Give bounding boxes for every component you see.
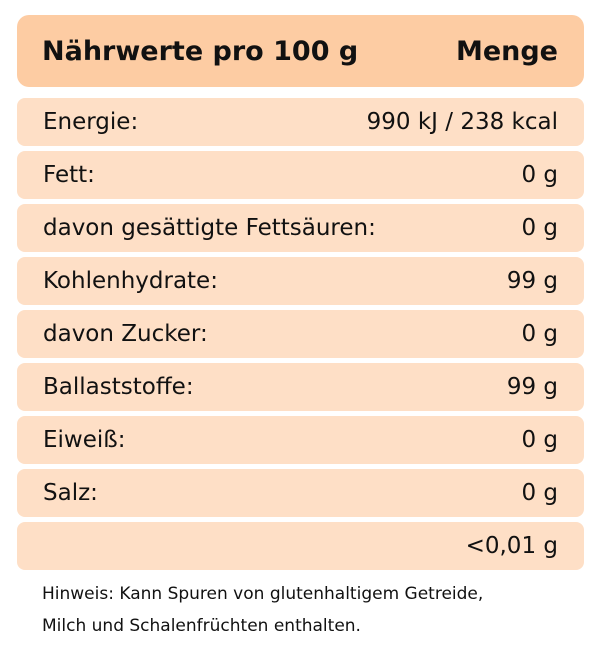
row-value: 0 g — [521, 480, 558, 506]
table-row: Fett: 0 g — [17, 151, 584, 199]
table-row: Ballaststoffe: 99 g — [17, 363, 584, 411]
table-row: davon gesättigte Fettsäuren: 0 g — [17, 204, 584, 252]
row-value: 0 g — [521, 427, 558, 453]
row-label: Ballaststoffe: — [43, 374, 194, 400]
row-value: 0 g — [521, 321, 558, 347]
row-label: Fett: — [43, 162, 95, 188]
table-row: Salz: 0 g — [17, 469, 584, 517]
nutrition-table: Nährwerte pro 100 g Menge Energie: 990 kJ… — [17, 15, 584, 575]
table-header: Nährwerte pro 100 g Menge — [17, 15, 584, 87]
row-label: Energie: — [43, 109, 139, 135]
table-row: Eiweiß: 0 g — [17, 416, 584, 464]
row-value: 99 g — [506, 268, 558, 294]
row-label: Salz: — [43, 480, 98, 506]
header-amount: Menge — [455, 35, 558, 67]
row-label: davon gesättigte Fettsäuren: — [43, 215, 376, 241]
row-label: Eiweiß: — [43, 427, 126, 453]
note-line-2: Milch und Schalenfrüchten enthalten. — [42, 616, 361, 636]
table-row: Kohlenhydrate: 99 g — [17, 257, 584, 305]
allergen-note: Hinweis: Kann Spuren von glutenhaltigem … — [42, 578, 592, 642]
row-value: 990 kJ / 238 kcal — [366, 109, 558, 135]
header-title: Nährwerte pro 100 g — [42, 35, 359, 67]
row-value: 99 g — [506, 374, 558, 400]
row-label: Kohlenhydrate: — [43, 268, 218, 294]
table-row: davon Zucker: 0 g — [17, 310, 584, 358]
table-row: <0,01 g — [17, 522, 584, 570]
row-value: 0 g — [521, 162, 558, 188]
row-label: davon Zucker: — [43, 321, 208, 347]
note-line-1: Hinweis: Kann Spuren von glutenhaltigem … — [42, 584, 484, 604]
row-value: <0,01 g — [465, 533, 558, 559]
table-body: Energie: 990 kJ / 238 kcal Fett: 0 g davon… — [17, 98, 584, 570]
table-row: Energie: 990 kJ / 238 kcal — [17, 98, 584, 146]
row-value: 0 g — [521, 215, 558, 241]
